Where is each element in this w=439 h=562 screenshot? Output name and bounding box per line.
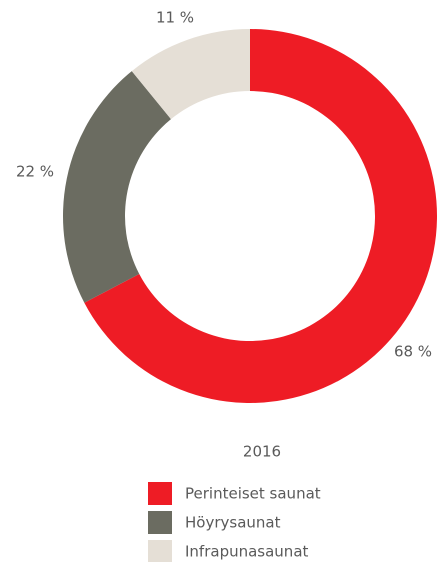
legend-label: Perinteiset saunat [185,485,321,503]
slice [63,71,171,303]
legend-swatch [148,482,172,505]
slice [84,29,438,404]
legend-label: Infrapunasaunat [185,543,309,561]
data-label: 11 % [156,9,194,27]
chart-title: 2016 [243,443,281,461]
data-label: 22 % [16,163,54,181]
legend-swatch [148,540,172,562]
legend-label: Höyrysaunat [185,514,281,532]
slice [131,29,250,120]
data-label: 68 % [394,343,432,361]
legend-swatch [148,511,172,534]
